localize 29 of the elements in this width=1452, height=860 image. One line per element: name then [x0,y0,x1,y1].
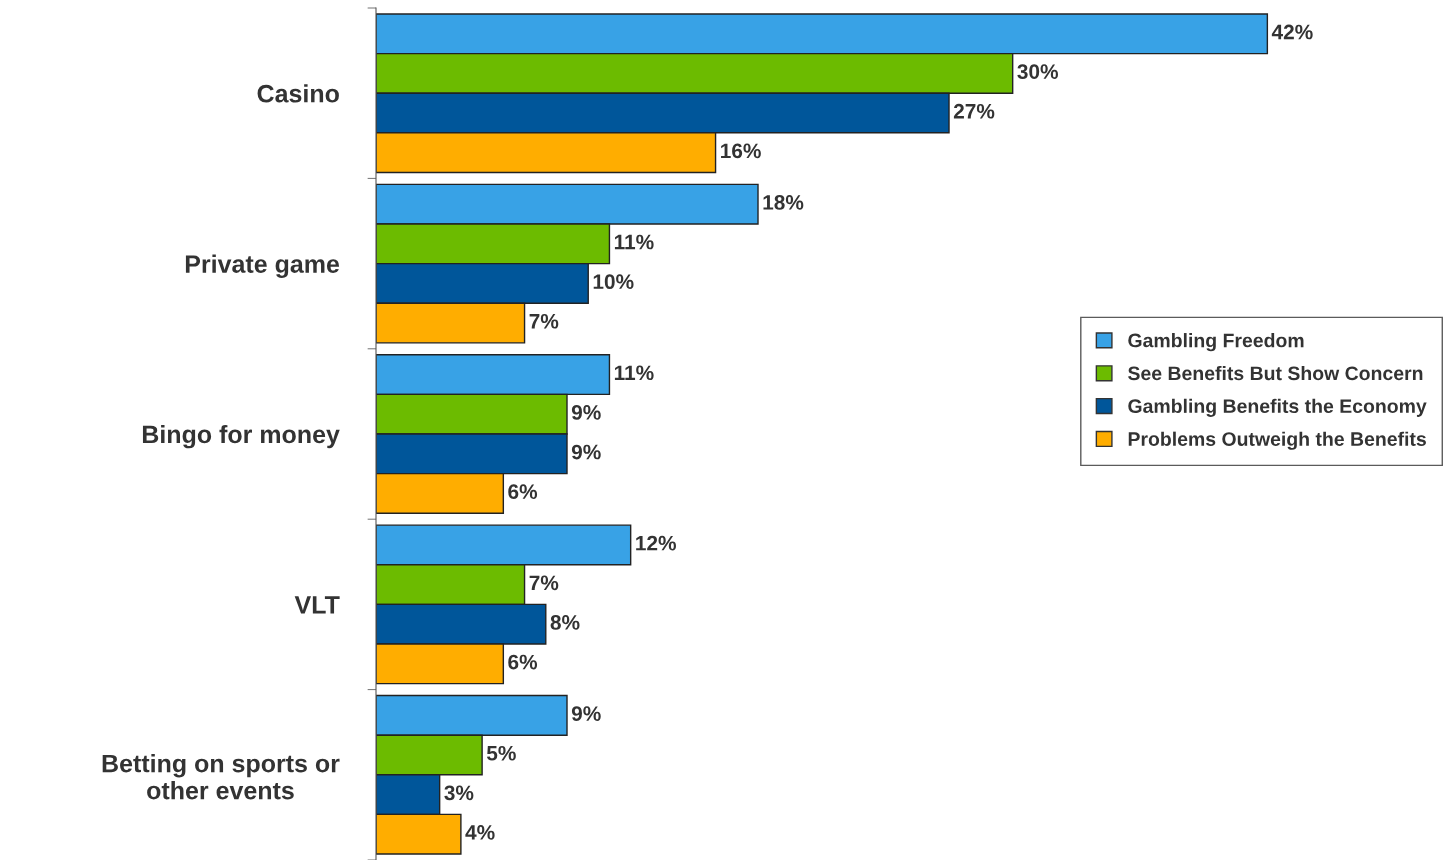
y-tick-label: VLT [294,596,340,614]
data-label: 11% [614,365,654,381]
data-label: 30% [1017,64,1058,80]
data-label: 5% [486,745,516,761]
data-label: 7% [529,575,559,591]
data-label: 16% [721,143,761,159]
y-tick-label: Casino [257,84,339,103]
data-label: 9% [571,706,601,721]
data-label: 9% [571,405,601,420]
data-label: 10% [593,274,634,289]
y-tick-label: Betting on sports or other events [102,754,340,800]
data-label: 6% [508,654,538,670]
data-label: 18% [763,195,804,210]
data-label: 4% [465,825,495,840]
data-label: 7% [529,313,559,329]
data-label: 27% [953,103,995,119]
legend-label: Gambling Freedom [1128,333,1304,352]
legend-label: Problems Outweigh the Benefits [1128,431,1426,450]
data-label: 3% [444,785,474,801]
data-label: 11% [614,234,654,250]
data-label: 12% [636,535,676,551]
y-tick-label: Private game [185,254,340,278]
legend-label: See Benefits But Show Concern [1128,365,1423,381]
data-label: 6% [508,484,538,500]
data-label: 9% [571,444,601,460]
y-tick-label: Bingo for money [142,424,340,449]
legend-label: Gambling Benefits the Economy [1128,398,1427,417]
data-label: 42% [1271,24,1313,40]
data-label: 8% [550,615,580,630]
